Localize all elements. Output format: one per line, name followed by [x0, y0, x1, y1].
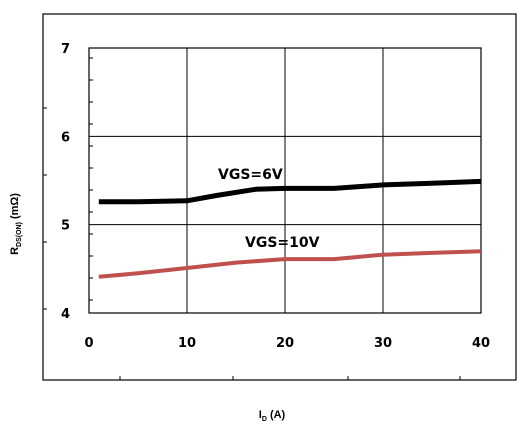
series-line-vgs-10v	[98, 249, 482, 279]
series-lines	[98, 178, 482, 279]
y-tick-label: 6	[61, 130, 70, 145]
outer-frame	[42, 13, 517, 381]
y-axis-label: RDS(ON) (mΩ)	[9, 193, 23, 255]
y-tick-label: 5	[61, 219, 70, 234]
x-tick-label: 0	[84, 336, 93, 351]
x-axis-label-unit: (A)	[267, 409, 286, 421]
y-axis-label-main: R	[9, 247, 21, 255]
x-tick-label: 20	[276, 336, 294, 351]
y-axis-label-sub: DS(ON)	[16, 222, 23, 247]
series-label: VGS=10V	[245, 235, 320, 251]
series-label: VGS=6V	[218, 167, 283, 183]
x-axis-label-sub: D	[262, 416, 267, 423]
x-tick-label: 10	[178, 336, 196, 351]
x-tick-label: 30	[374, 336, 392, 351]
series-line-vgs-6v	[98, 178, 482, 205]
x-axis-label: ID (A)	[259, 409, 286, 423]
series-labels: VGS=6V VGS=10V	[218, 167, 320, 251]
y-axis-label-unit: (mΩ)	[9, 193, 21, 222]
x-axis-label-main: I	[259, 409, 262, 421]
grid	[43, 47, 482, 380]
x-tick-label: 40	[472, 336, 490, 351]
y-tick-label: 7	[61, 42, 70, 57]
y-tick-label: 4	[61, 307, 70, 322]
tick-labels: 0 10 20 30 40 4 5 6 7	[61, 42, 490, 351]
